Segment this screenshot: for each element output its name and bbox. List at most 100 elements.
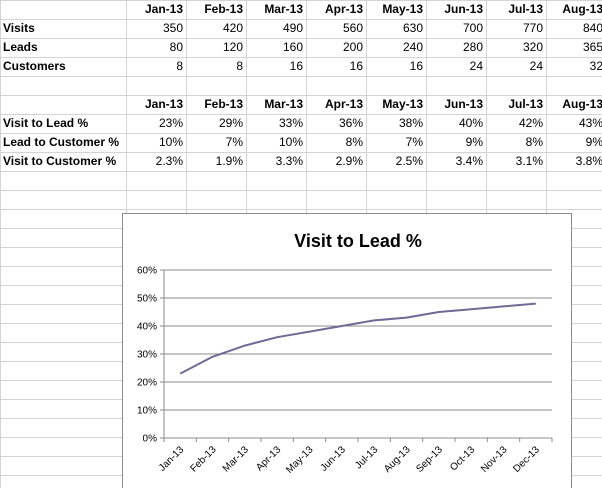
x-tick-label: Jan-13 <box>157 444 187 474</box>
row-label-cell[interactable]: Visit to Lead % <box>3 116 89 130</box>
month-header-cell[interactable]: Jul-13 <box>508 2 543 16</box>
y-tick-label: 60% <box>137 266 157 277</box>
value-cell[interactable]: 700 <box>462 21 483 35</box>
value-cell[interactable]: 42% <box>518 116 543 130</box>
table1-header-row: Jan-13 Feb-13 Mar-13 Apr-13 May-13 Jun-13 Jul-… <box>0 0 602 19</box>
y-tick-label: 30% <box>137 350 157 361</box>
month-header-cell[interactable]: Feb-13 <box>204 97 243 111</box>
table1-data-row: Leads 80 120 160 200 240 280 320 365 <box>0 38 602 57</box>
table2-header-row: Jan-13 Feb-13 Mar-13 Apr-13 May-13 Jun-13 Jul-… <box>0 95 602 114</box>
value-cell[interactable]: 8% <box>525 135 543 149</box>
value-cell[interactable]: 240 <box>402 40 423 54</box>
month-header-cell[interactable]: Mar-13 <box>264 2 303 16</box>
value-cell[interactable]: 7% <box>405 135 423 149</box>
value-cell[interactable]: 24 <box>469 59 483 73</box>
value-cell[interactable]: 9% <box>465 135 483 149</box>
value-cell[interactable]: 3.1% <box>515 154 543 168</box>
month-header-cell[interactable]: Mar-13 <box>264 97 303 111</box>
value-cell[interactable]: 16 <box>289 59 303 73</box>
value-cell[interactable]: 16 <box>409 59 423 73</box>
x-tick-label: Mar-13 <box>221 444 251 474</box>
table1-data-row: Customers 8 8 16 16 16 24 24 32 <box>0 57 602 76</box>
month-header-cell[interactable]: Jun-13 <box>444 2 483 16</box>
x-tick-label: Oct-13 <box>448 444 477 473</box>
value-cell[interactable]: 10% <box>158 135 183 149</box>
month-header-cell[interactable]: Apr-13 <box>324 2 363 16</box>
value-cell[interactable]: 24 <box>529 59 543 73</box>
month-header-cell[interactable]: Jan-13 <box>144 2 183 16</box>
value-cell[interactable]: 120 <box>222 40 243 54</box>
y-tick-label: 40% <box>137 322 157 333</box>
series-line <box>179 302 536 375</box>
value-cell[interactable]: 23% <box>158 116 183 130</box>
value-cell[interactable]: 3.3% <box>275 154 303 168</box>
value-cell[interactable]: 2.5% <box>395 154 423 168</box>
x-tick-label: May-13 <box>284 444 316 476</box>
value-cell[interactable]: 770 <box>522 21 543 35</box>
x-tick-label: Dec-13 <box>511 444 542 475</box>
value-cell[interactable]: 8 <box>236 59 243 73</box>
month-header-cell[interactable]: Aug-13 <box>562 2 602 16</box>
value-cell[interactable]: 36% <box>338 116 363 130</box>
value-cell[interactable]: 80 <box>169 40 183 54</box>
value-cell[interactable]: 840 <box>582 21 602 35</box>
month-header-cell[interactable]: Apr-13 <box>324 97 363 111</box>
value-cell[interactable]: 8 <box>176 59 183 73</box>
value-cell[interactable]: 16 <box>349 59 363 73</box>
value-cell[interactable]: 3.8% <box>575 154 602 168</box>
table2-data-row: Visit to Lead % 23% 29% 33% 36% 38% 40% 42% 43% <box>0 114 602 133</box>
line-chart[interactable]: Visit to Lead % 0% 10% 20% 30% 40% 50% 60% Jan-1… <box>122 213 572 488</box>
x-tick-label: Aug-13 <box>382 444 413 475</box>
month-header-cell[interactable]: May-13 <box>382 2 423 16</box>
value-cell[interactable]: 2.3% <box>155 154 183 168</box>
y-tick-label: 0% <box>143 434 158 445</box>
value-cell[interactable]: 350 <box>162 21 183 35</box>
month-header-cell[interactable]: Jan-13 <box>144 97 183 111</box>
value-cell[interactable]: 3.4% <box>455 154 483 168</box>
value-cell[interactable]: 10% <box>278 135 303 149</box>
table2-data-row: Lead to Customer % 10% 7% 10% 8% 7% 9% 8% 9% <box>0 133 602 152</box>
value-cell[interactable]: 43% <box>578 116 602 130</box>
month-header-cell[interactable]: May-13 <box>382 97 423 111</box>
value-cell[interactable]: 560 <box>342 21 363 35</box>
row-label-cell[interactable]: Lead to Customer % <box>3 135 120 149</box>
chart-canvas: Visit to Lead % 0% 10% 20% 30% 40% 50% 60% Jan-1… <box>137 231 553 476</box>
value-cell[interactable]: 40% <box>458 116 483 130</box>
value-cell[interactable]: 490 <box>282 21 303 35</box>
value-cell[interactable]: 365 <box>582 40 602 54</box>
value-cell[interactable]: 630 <box>402 21 423 35</box>
value-cell[interactable]: 7% <box>225 135 243 149</box>
value-cell[interactable]: 29% <box>218 116 243 130</box>
value-cell[interactable]: 2.9% <box>335 154 363 168</box>
table2-data-row: Visit to Customer % 2.3% 1.9% 3.3% 2.9% 2.5% 3… <box>0 152 602 171</box>
value-cell[interactable]: 280 <box>462 40 483 54</box>
month-header-cell[interactable]: Feb-13 <box>204 2 243 16</box>
y-tick-label: 20% <box>137 378 157 389</box>
value-cell[interactable]: 8% <box>345 135 363 149</box>
value-cell[interactable]: 1.9% <box>215 154 243 168</box>
y-tick-label: 50% <box>137 294 157 305</box>
value-cell[interactable]: 33% <box>278 116 303 130</box>
value-cell[interactable]: 38% <box>398 116 423 130</box>
value-cell[interactable]: 160 <box>282 40 303 54</box>
month-header-cell[interactable]: Jun-13 <box>444 97 483 111</box>
value-cell[interactable]: 32 <box>589 59 602 73</box>
value-cell[interactable]: 9% <box>585 135 602 149</box>
row-label-cell[interactable]: Visits <box>3 21 35 35</box>
x-tick-label: Apr-13 <box>254 444 283 473</box>
value-cell[interactable]: 420 <box>222 21 243 35</box>
x-tick-label: Sep-13 <box>414 444 445 475</box>
row-label-cell[interactable]: Leads <box>3 40 38 54</box>
x-tick-label: Jul-13 <box>353 444 380 471</box>
row-label-cell[interactable]: Customers <box>3 59 66 73</box>
x-tick-label: Nov-13 <box>479 444 510 475</box>
month-header-cell[interactable]: Jul-13 <box>508 97 543 111</box>
x-tick-label: Feb-13 <box>188 444 218 474</box>
value-cell[interactable]: 200 <box>342 40 363 54</box>
value-cell[interactable]: 320 <box>522 40 543 54</box>
x-tick-label: Jun-13 <box>319 444 349 474</box>
row-label-cell[interactable]: Visit to Customer % <box>3 154 117 168</box>
month-header-cell[interactable]: Aug-13 <box>562 97 602 111</box>
y-tick-label: 10% <box>137 406 157 417</box>
